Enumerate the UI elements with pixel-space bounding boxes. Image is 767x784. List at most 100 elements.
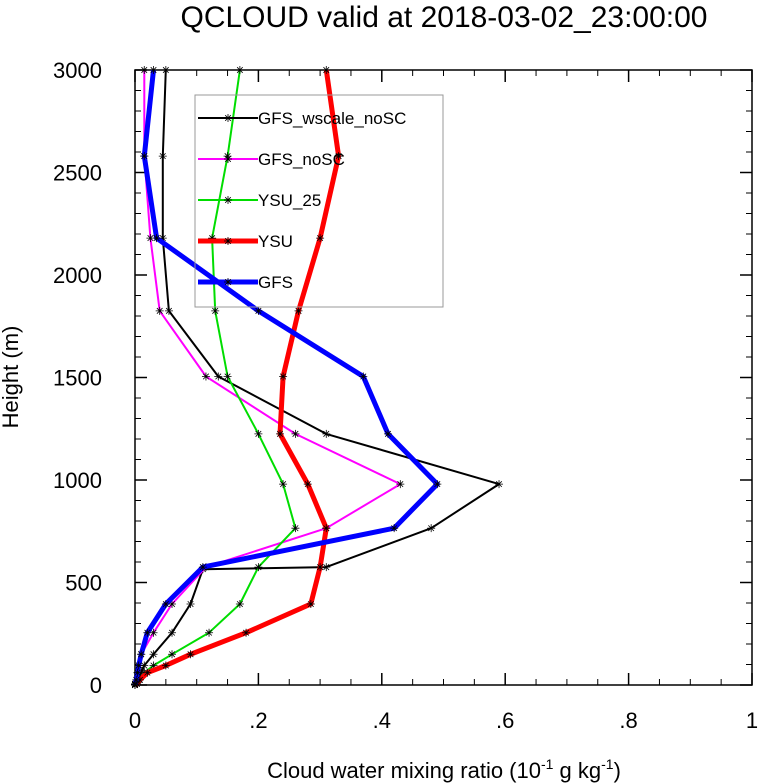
data-point	[168, 650, 177, 659]
data-point	[161, 600, 170, 609]
data-point	[149, 650, 158, 659]
y-tick-label: 2500	[53, 161, 102, 186]
legend-label: YSU_25	[258, 191, 321, 210]
data-point	[433, 480, 442, 489]
data-point	[322, 563, 331, 572]
series-group	[131, 66, 504, 689]
data-point	[427, 524, 436, 533]
data-point	[322, 66, 331, 74]
legend-item-gfs-wscale-nosc: GFS_wscale_noSC	[198, 109, 406, 128]
data-point	[186, 650, 195, 659]
data-point	[143, 628, 152, 637]
chart-title: QCLOUD valid at 2018-03-02_23:00:00	[181, 1, 708, 34]
data-point	[390, 524, 399, 533]
data-point	[149, 66, 158, 74]
data-point	[140, 152, 149, 161]
y-tick-label: 500	[65, 571, 102, 596]
series-gfs	[131, 66, 442, 689]
legend: GFS_wscale_noSC GFS_noSC YSU_25 YSU GFS	[194, 94, 444, 308]
data-point	[186, 600, 195, 609]
data-point	[235, 66, 244, 74]
data-point	[168, 600, 177, 609]
series-line-gfs-wscale-nosc	[134, 69, 500, 685]
data-point	[158, 152, 167, 161]
data-point	[294, 306, 303, 315]
y-tick-label: 0	[90, 673, 102, 698]
data-point	[275, 429, 284, 438]
y-tick-label: 3000	[53, 58, 102, 83]
data-point	[149, 628, 158, 637]
legend-marker	[224, 114, 232, 122]
data-point	[208, 234, 217, 243]
axis-ticks: 0 .2 .4 .6 .8 1 0 500 1000 1500 2000 2500 3000	[53, 58, 758, 733]
data-point	[334, 152, 343, 161]
x-axis-label: Cloud water mixing ratio (10-1 g kg-1)	[267, 756, 621, 783]
y-tick-label: 2000	[53, 263, 102, 288]
data-point	[214, 372, 223, 381]
data-point	[291, 524, 300, 533]
data-point	[161, 66, 170, 74]
y-tick-label: 1500	[53, 366, 102, 391]
data-point	[146, 234, 155, 243]
data-point	[303, 480, 312, 489]
data-point	[140, 66, 149, 74]
data-point	[223, 152, 232, 161]
data-point	[254, 429, 263, 438]
legend-marker	[224, 196, 232, 204]
data-point	[254, 306, 263, 315]
data-point	[149, 661, 158, 670]
legend-box	[194, 94, 444, 308]
data-point	[322, 524, 331, 533]
data-point	[132, 675, 141, 684]
data-point	[161, 661, 170, 670]
data-point	[140, 661, 149, 670]
y-axis-label: Height (m)	[0, 326, 23, 429]
data-point	[254, 563, 263, 572]
data-point	[143, 668, 152, 677]
legend-label: GFS_wscale_noSC	[258, 109, 406, 128]
legend-item-gfs: GFS	[198, 273, 293, 292]
data-point	[133, 668, 142, 677]
data-point	[396, 480, 405, 489]
legend-label: YSU	[258, 232, 293, 251]
data-point	[306, 600, 315, 609]
legend-item-ysu: YSU	[198, 232, 293, 251]
data-point	[242, 628, 251, 637]
x-tick-label: .4	[373, 708, 391, 733]
data-point	[322, 429, 331, 438]
data-point	[383, 429, 392, 438]
data-point	[316, 563, 325, 572]
data-point	[201, 372, 210, 381]
data-point	[152, 234, 161, 243]
data-point	[279, 372, 288, 381]
y-tick-label: 1000	[53, 468, 102, 493]
legend-marker	[224, 237, 232, 245]
legend-item-gfs-nosc: GFS_noSC	[198, 150, 345, 169]
legend-item-ysu-25: YSU_25	[198, 191, 321, 210]
data-point	[158, 234, 167, 243]
data-point	[316, 234, 325, 243]
data-point	[198, 563, 207, 572]
x-tick-label: 0	[129, 708, 141, 733]
data-point	[495, 480, 504, 489]
data-point	[134, 661, 143, 670]
legend-label: GFS_noSC	[258, 150, 345, 169]
x-tick-label: .2	[249, 708, 267, 733]
x-tick-label: 1	[746, 708, 758, 733]
data-point	[291, 429, 300, 438]
data-point	[131, 679, 139, 688]
data-point	[164, 306, 173, 315]
legend-marker	[224, 278, 232, 286]
data-point	[137, 650, 146, 659]
data-point	[211, 306, 220, 315]
data-point	[279, 480, 288, 489]
data-point	[223, 372, 232, 381]
data-point	[205, 628, 214, 637]
x-tick-label: .6	[496, 708, 514, 733]
legend-label: GFS	[258, 273, 293, 292]
legend-marker	[224, 155, 232, 163]
x-tick-label: .8	[619, 708, 637, 733]
data-point	[359, 372, 368, 381]
data-point	[235, 600, 244, 609]
